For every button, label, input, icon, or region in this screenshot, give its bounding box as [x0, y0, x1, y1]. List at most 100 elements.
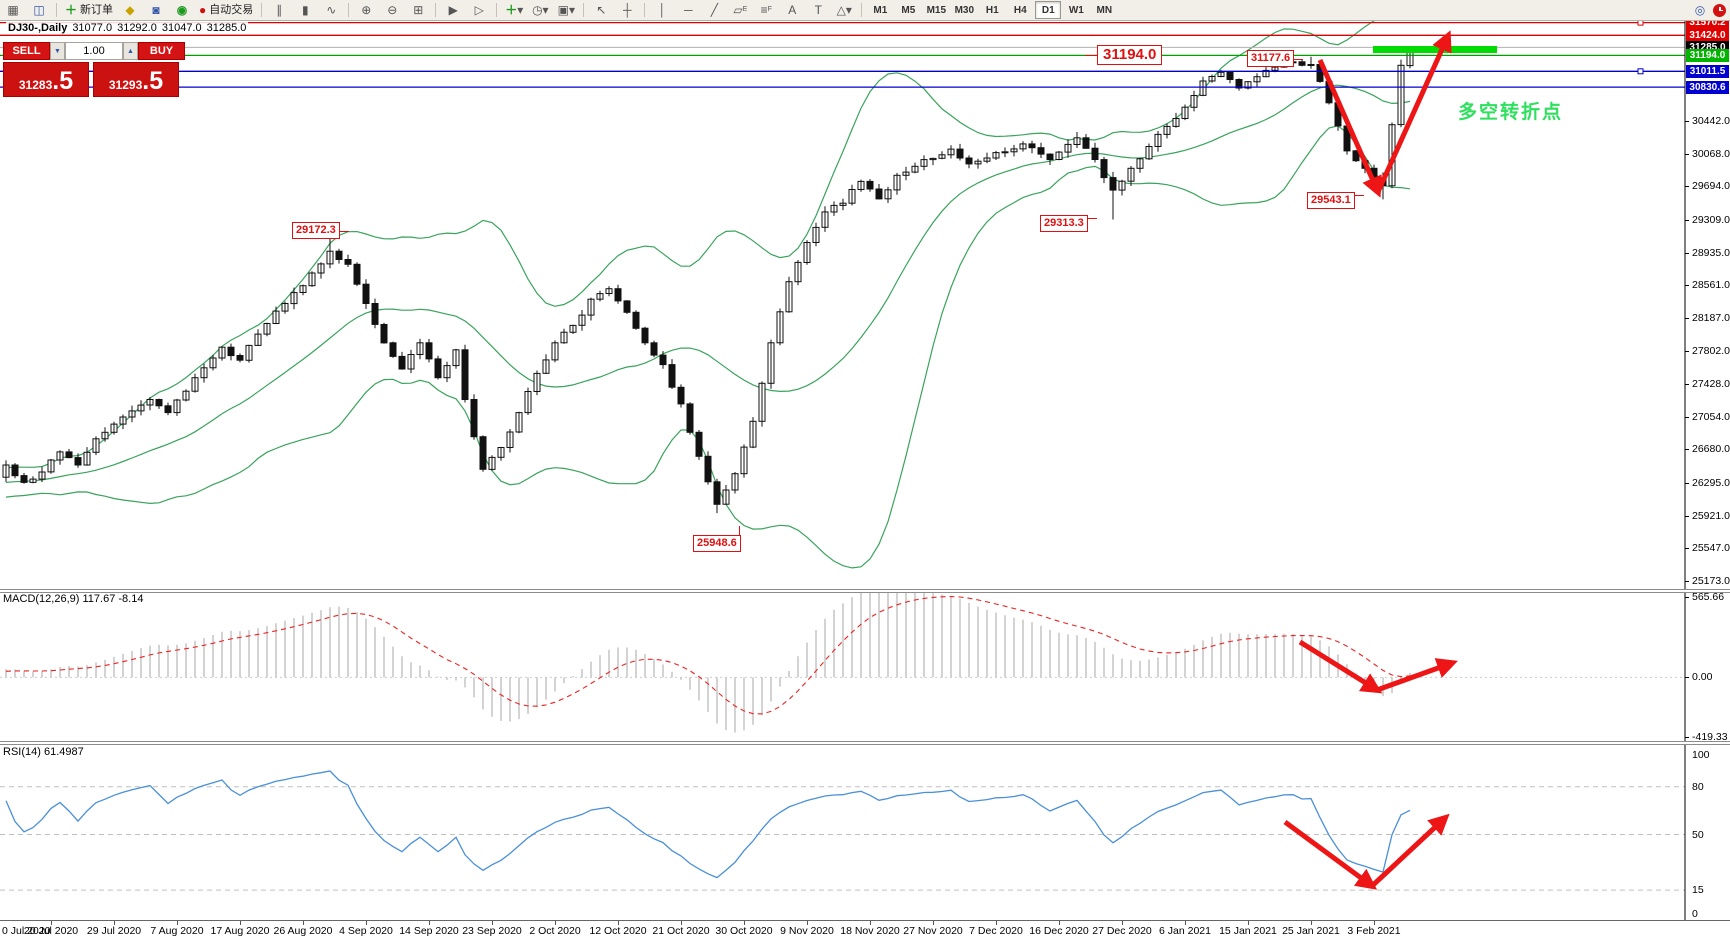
- bar-chart-icon[interactable]: ∥: [276, 3, 283, 17]
- toolbar-separator: [56, 3, 57, 17]
- timeframe-m15[interactable]: M15: [926, 4, 947, 16]
- price-callout-25948.6[interactable]: 25948.6: [693, 535, 741, 552]
- toolbar-right-group: ◎: [1687, 1, 1726, 19]
- indicators-menu-button[interactable]: ＋ ▾: [505, 3, 524, 17]
- timeframe-mn[interactable]: MN: [1096, 4, 1113, 16]
- line-chart-icon[interactable]: ∿: [326, 3, 337, 17]
- horizontal-line-tool-icon[interactable]: ─: [684, 3, 693, 17]
- market-watch-icon[interactable]: ◫: [33, 3, 45, 17]
- crosshair-tool-icon[interactable]: ┼: [623, 3, 632, 17]
- auto-scroll-icon[interactable]: ▶: [448, 3, 458, 17]
- timeframe-d1[interactable]: D1: [1035, 1, 1062, 19]
- level-price-label: 31011.5: [1686, 64, 1729, 78]
- callout-connector: [739, 526, 740, 535]
- periods-menu-button[interactable]: ◷▾: [532, 3, 549, 17]
- tile-windows-icon[interactable]: ⊞: [413, 3, 424, 17]
- date-tick-mark: [1059, 921, 1060, 925]
- timeframe-w1[interactable]: W1: [1068, 4, 1084, 16]
- chart-shift-icon[interactable]: ▷: [474, 3, 484, 17]
- main-pane: [2, 20, 1414, 569]
- green-highlight-bar[interactable]: [1373, 46, 1497, 53]
- trend-arrow-macd[interactable]: [1376, 658, 1458, 693]
- price-callout-31194.0[interactable]: 31194.0: [1097, 45, 1163, 65]
- fibonacci-tool-icon[interactable]: ≡ F: [760, 3, 772, 17]
- channel-tool-icon[interactable]: ▱ E: [733, 3, 748, 17]
- timeframe-m1[interactable]: M1: [873, 4, 888, 16]
- volume-decrease-button[interactable]: ▼: [50, 42, 65, 60]
- date-label: 21 Oct 2020: [652, 925, 710, 937]
- fibo-suffix: F: [767, 6, 772, 13]
- rsi-pane: [0, 770, 1685, 891]
- zoom-out-icon[interactable]: ⊖: [387, 3, 398, 17]
- price-callout-29172.3[interactable]: 29172.3: [292, 222, 340, 239]
- rsi-pane-separator[interactable]: [0, 741, 1730, 745]
- cursor-tool-icon[interactable]: ↖: [596, 3, 607, 17]
- trend-arrow-macd[interactable]: [1298, 639, 1383, 694]
- price-tick-mark: [1685, 153, 1689, 155]
- search-icon[interactable]: ◎: [1694, 3, 1706, 17]
- price-tick-label: 26680.0: [1692, 443, 1730, 456]
- auto-trading-button[interactable]: ● 自动交易: [196, 1, 256, 19]
- price-tick-label: 28935.0: [1692, 246, 1730, 259]
- price-callout-31177.6[interactable]: 31177.6: [1247, 50, 1295, 67]
- date-tick-mark: [303, 921, 304, 925]
- vertical-line-tool-icon[interactable]: │: [658, 3, 667, 17]
- volume-field[interactable]: 1.00: [65, 42, 123, 60]
- trendline-tool-icon[interactable]: ╱: [710, 3, 718, 17]
- sell-button[interactable]: SELL: [3, 42, 50, 60]
- date-tick-mark: [744, 921, 745, 925]
- macd-pane-separator[interactable]: [0, 589, 1730, 593]
- trend-note-text[interactable]: 多空转折点: [1458, 102, 1564, 123]
- price-tick-label: 28187.0: [1692, 311, 1730, 324]
- price-tick-label: 27054.0: [1692, 410, 1730, 423]
- trend-arrow-rsi[interactable]: [1370, 813, 1450, 888]
- sound-icon[interactable]: ◉: [176, 3, 188, 17]
- notification-clock-icon[interactable]: [1713, 3, 1726, 17]
- zoom-in-icon[interactable]: ⊕: [361, 3, 372, 17]
- sell-price[interactable]: 31283.5: [3, 62, 89, 97]
- date-tick-mark: [366, 921, 367, 925]
- trend-arrow-main[interactable]: [1317, 58, 1382, 198]
- date-tick-mark: [807, 921, 808, 925]
- timeframe-h1[interactable]: H1: [985, 4, 999, 16]
- date-label: 3 Feb 2021: [1347, 925, 1401, 937]
- line-handle[interactable]: [1637, 68, 1644, 75]
- rsi-line: [5, 770, 1411, 879]
- depth-of-market-icon[interactable]: ◆: [125, 3, 135, 17]
- price-tick-label: 26295.0: [1692, 476, 1730, 489]
- templates-menu-button[interactable]: ▣▾: [557, 3, 575, 17]
- buy-price[interactable]: 31293.5: [93, 62, 179, 97]
- price-tick-label: 25547.0: [1692, 542, 1730, 555]
- price-callout-29313.3[interactable]: 29313.3: [1040, 215, 1088, 232]
- new-order-button[interactable]: ＋新订单: [62, 1, 116, 19]
- date-tick-mark: [996, 921, 997, 925]
- shapes-menu-button[interactable]: △▾: [836, 3, 852, 17]
- rsi-scale-label: 80: [1692, 780, 1704, 793]
- timeframe-m5[interactable]: M5: [901, 4, 916, 16]
- bollinger-upper-band: [5, 20, 1393, 469]
- price-tick-label: 29694.0: [1692, 180, 1730, 193]
- candlestick-chart-icon[interactable]: ▮: [301, 3, 309, 17]
- profile-icon[interactable]: ◙: [152, 3, 160, 17]
- buy-price-main: 31293: [108, 78, 143, 92]
- chart-title: DJ30-,Daily 31077.0 31292.0 31047.0 31285.0: [6, 22, 249, 34]
- callout-connector: [1088, 218, 1097, 219]
- rsi-scale-label: 0: [1692, 908, 1698, 920]
- trend-arrow-rsi[interactable]: [1283, 819, 1378, 890]
- timeframe-m30[interactable]: M30: [954, 4, 975, 16]
- timeframe-h4[interactable]: H4: [1013, 4, 1027, 16]
- text-tool-icon[interactable]: A: [788, 3, 797, 17]
- close-value: 31285.0: [206, 22, 247, 34]
- volume-increase-button[interactable]: ▲: [123, 42, 138, 60]
- price-callout-29543.1[interactable]: 29543.1: [1307, 192, 1355, 209]
- trend-arrow-main[interactable]: [1375, 30, 1452, 194]
- macd-values: 117.67 -8.14: [82, 593, 144, 605]
- new-chart-icon[interactable]: ▦: [7, 3, 19, 17]
- buy-button[interactable]: BUY: [138, 42, 185, 60]
- text-label-tool-icon[interactable]: T: [814, 3, 822, 17]
- candlestick-series: [2, 46, 1414, 514]
- price-tick-mark: [1685, 186, 1689, 188]
- macd-histogram: [5, 591, 1411, 733]
